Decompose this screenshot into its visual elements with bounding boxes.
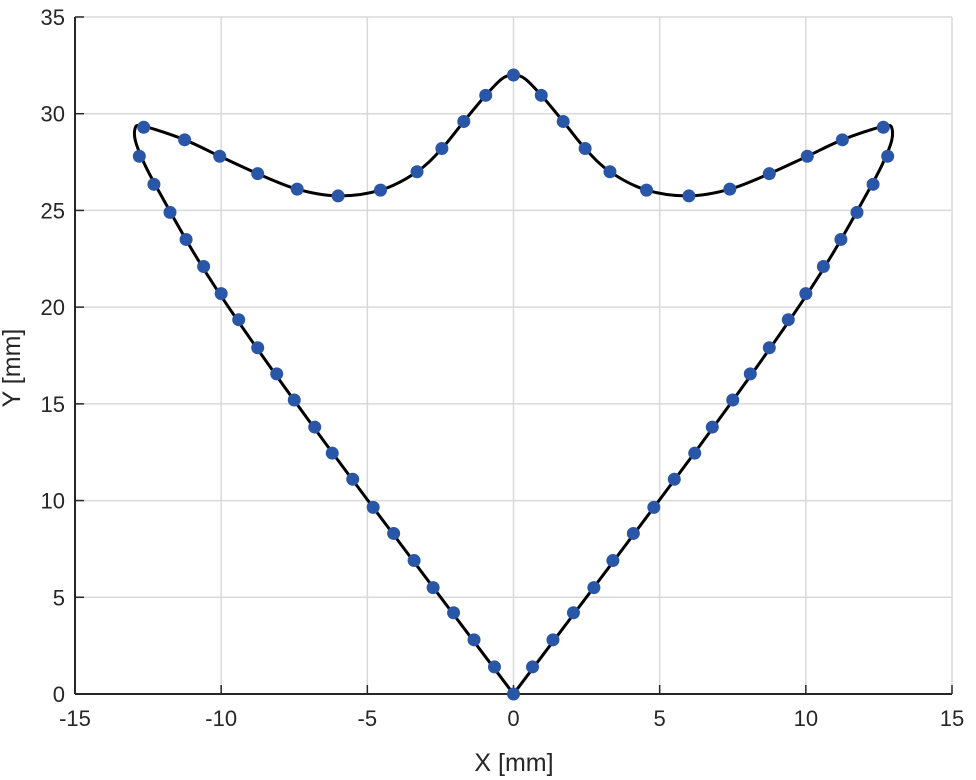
data-point <box>850 205 864 219</box>
data-point <box>799 287 813 301</box>
data-point <box>647 500 661 514</box>
data-point <box>232 313 246 327</box>
data-point <box>197 260 211 274</box>
data-point <box>346 472 360 486</box>
data-point <box>876 120 890 134</box>
data-point <box>331 189 345 203</box>
x-tick-label: 10 <box>794 706 818 731</box>
data-point <box>487 660 501 674</box>
data-point <box>457 114 471 128</box>
y-tick-label: 30 <box>41 102 65 127</box>
data-point <box>251 167 265 181</box>
y-axis-label: Y [mm] <box>0 329 26 408</box>
data-point <box>667 472 681 486</box>
y-tick-label: 35 <box>41 5 65 30</box>
data-point <box>287 393 301 407</box>
data-point <box>179 232 193 246</box>
data-point <box>835 133 849 147</box>
data-point <box>426 581 440 595</box>
data-point <box>214 287 228 301</box>
data-point <box>447 606 461 620</box>
data-point <box>800 149 814 163</box>
y-tick-label: 15 <box>41 392 65 417</box>
x-tick-label: 15 <box>940 706 964 731</box>
data-point <box>816 260 830 274</box>
x-tick-label: -10 <box>205 706 237 731</box>
data-point <box>290 182 304 196</box>
data-point <box>762 167 776 181</box>
data-point <box>723 182 737 196</box>
y-tick-label: 10 <box>41 489 65 514</box>
data-point <box>705 420 719 434</box>
data-point <box>507 68 520 82</box>
data-point <box>467 633 481 647</box>
data-point <box>866 177 880 191</box>
data-point <box>366 500 380 514</box>
data-point <box>781 313 795 327</box>
x-tick-label: -15 <box>59 706 91 731</box>
y-tick-label: 0 <box>53 682 65 707</box>
tick-labels: -15 -10 -5 0 5 10 15 0 5 10 15 20 25 30 35 <box>41 5 965 731</box>
data-point <box>640 183 654 197</box>
data-point <box>387 526 401 540</box>
data-point <box>308 420 322 434</box>
data-point <box>178 133 192 147</box>
data-point <box>435 142 449 156</box>
marker-layer <box>132 68 895 701</box>
data-point <box>556 114 570 128</box>
data-point <box>147 177 161 191</box>
data-point <box>688 446 702 460</box>
data-point <box>546 633 560 647</box>
x-tick-label: 0 <box>507 706 519 731</box>
data-point <box>526 660 540 674</box>
grid-lines <box>74 16 953 695</box>
data-point <box>603 165 617 179</box>
data-point <box>251 341 265 355</box>
data-point <box>373 183 387 197</box>
data-point <box>407 554 421 568</box>
data-point <box>163 205 177 219</box>
y-tick-label: 20 <box>41 295 65 320</box>
data-point <box>270 367 284 381</box>
data-point <box>213 149 227 163</box>
data-point <box>762 341 776 355</box>
x-tick-label: 5 <box>654 706 666 731</box>
data-point <box>132 149 146 163</box>
data-point <box>834 232 848 246</box>
data-point <box>410 165 424 179</box>
data-point <box>626 526 640 540</box>
x-axis-label: X [mm] <box>474 749 553 777</box>
data-point <box>325 446 339 460</box>
data-point <box>881 149 895 163</box>
data-point <box>606 554 620 568</box>
data-point <box>566 606 580 620</box>
x-tick-label: -5 <box>358 706 378 731</box>
data-point <box>479 88 493 102</box>
y-tick-label: 5 <box>53 585 65 610</box>
data-point <box>587 581 601 595</box>
data-point <box>743 367 757 381</box>
data-point <box>137 120 151 134</box>
data-point <box>534 88 548 102</box>
y-tick-label: 25 <box>41 198 65 223</box>
data-point <box>578 142 592 156</box>
data-point <box>507 687 520 701</box>
data-point <box>726 393 740 407</box>
data-point <box>682 189 696 203</box>
